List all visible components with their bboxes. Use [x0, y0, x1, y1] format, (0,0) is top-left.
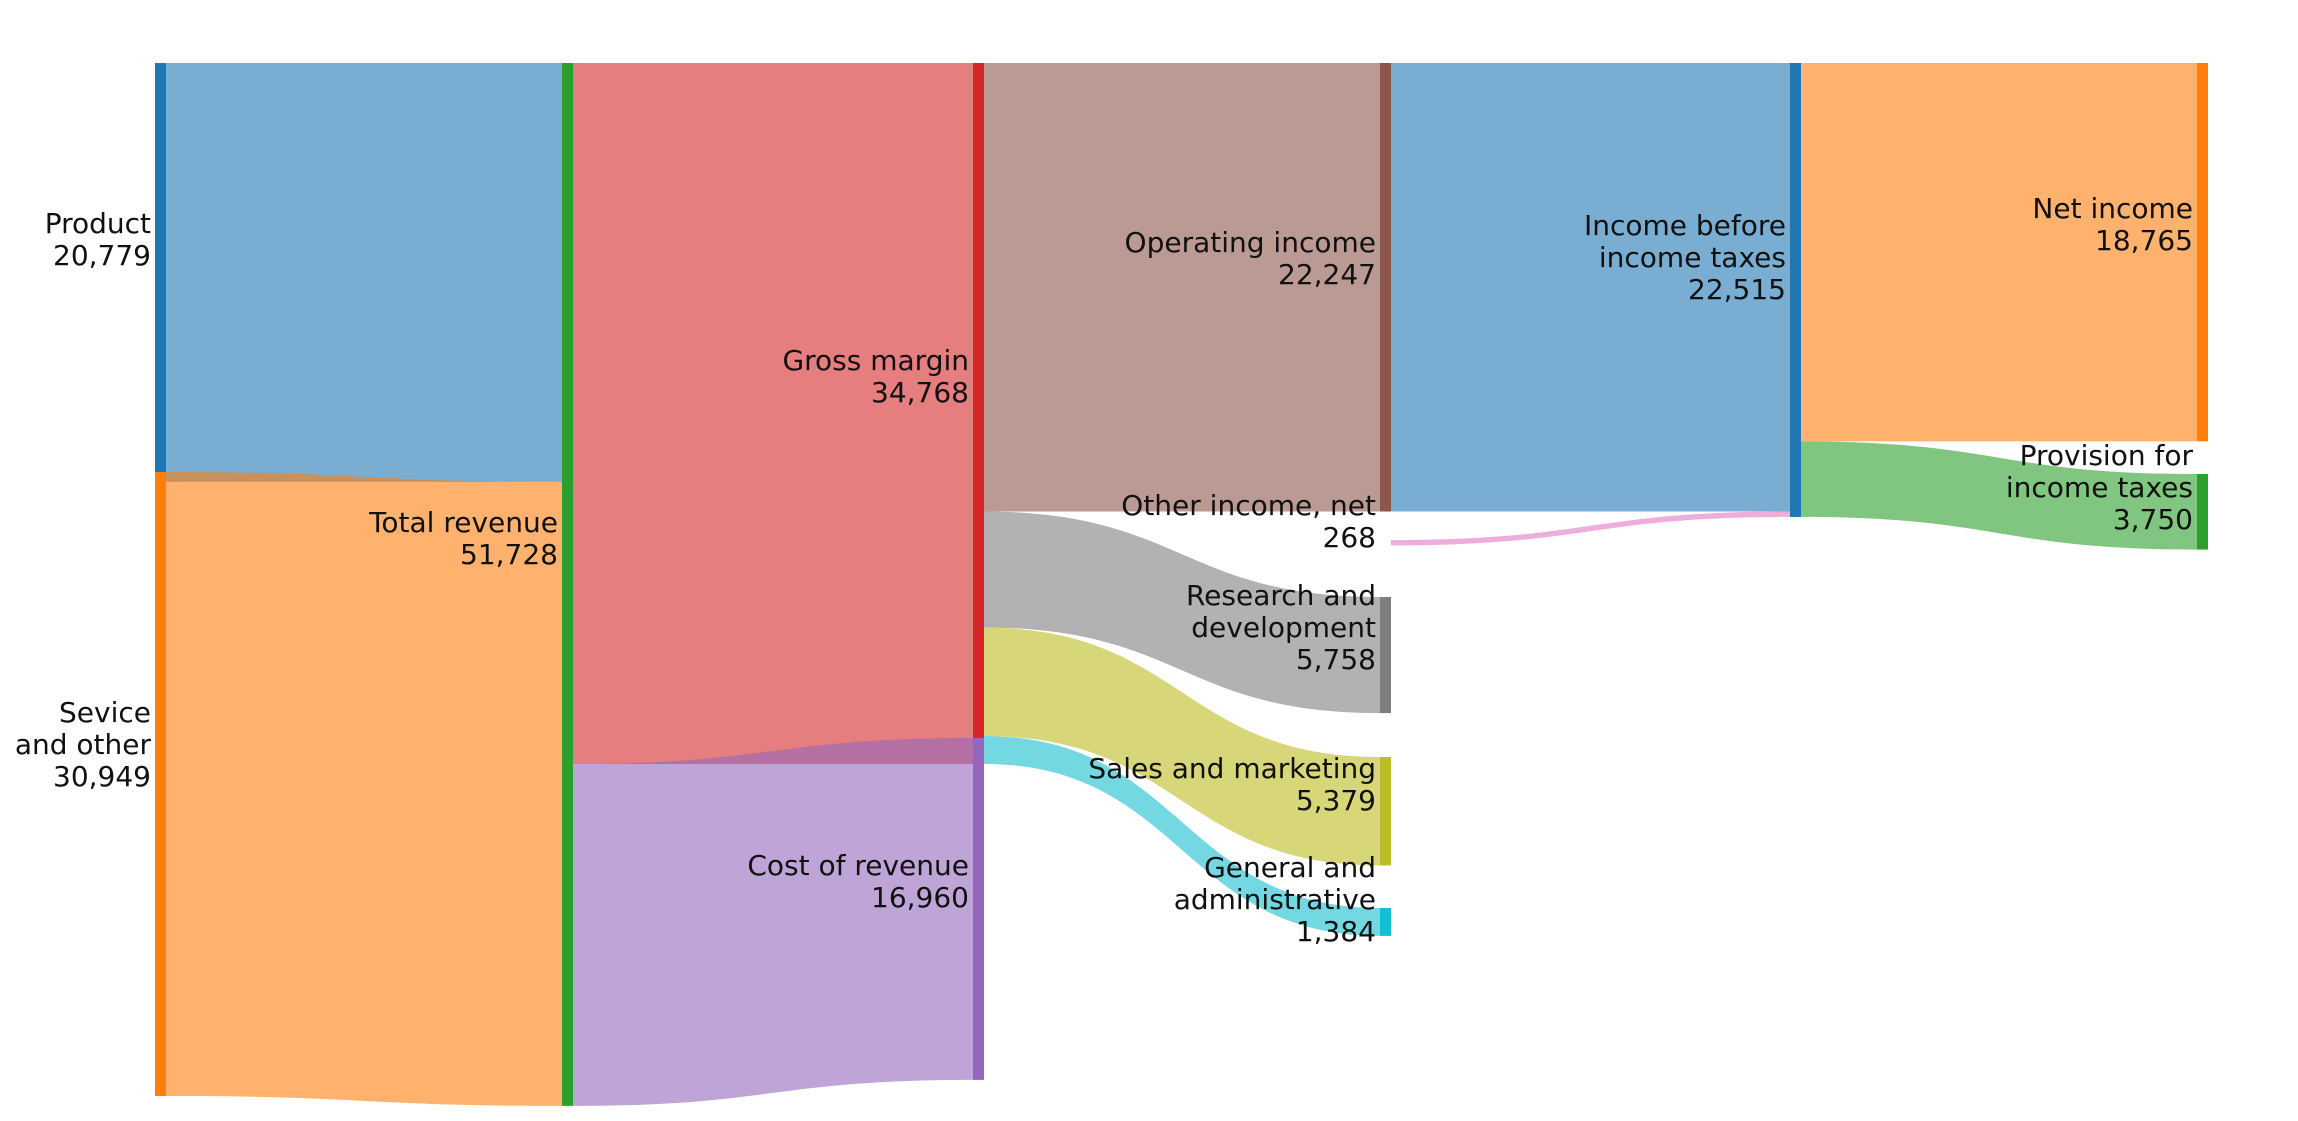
node-label-income_before_taxes: Income before income taxes 22,515: [1584, 209, 1786, 306]
node-label-net_income: Net income 18,765: [2032, 192, 2193, 257]
node-label-research_development: Research and development 5,758: [1186, 579, 1376, 676]
node-label-line: 20,779: [53, 239, 151, 272]
node-label-line: Research and: [1186, 579, 1376, 612]
node-label-line: Cost of revenue: [747, 849, 969, 882]
node-bar-product: [155, 63, 166, 482]
node-label-line: 30,949: [53, 760, 151, 793]
node-label-line: 34,768: [871, 376, 969, 409]
node-label-line: Provision for: [2020, 439, 2194, 472]
node-label-line: 16,960: [871, 881, 969, 914]
flow-gross_margin-to-operating_income: [984, 63, 1380, 512]
flow-gross_margin-to-sales_marketing: [984, 627, 1380, 866]
node-label-operating_income: Operating income 22,247: [1125, 226, 1376, 291]
flow-total_revenue-to-gross_margin: [573, 63, 973, 764]
node-bar-general_admin: [1380, 908, 1391, 936]
flow-total_revenue-to-cost_of_revenue: [573, 738, 973, 1106]
node-label-line: 268: [1323, 521, 1376, 554]
node-bar-net_income: [2197, 63, 2208, 442]
node-label-line: income taxes: [1599, 241, 1786, 274]
node-label-line: General and: [1204, 851, 1376, 884]
node-bar-research_development: [1380, 597, 1391, 714]
labels-layer: Product 20,779 Sevice and other 30,949 Total …: [15, 192, 2194, 948]
node-label-line: development: [1191, 611, 1376, 644]
node-label-line: Total revenue: [368, 506, 558, 539]
node-label-line: 3,750: [2113, 503, 2193, 536]
node-label-line: income taxes: [2006, 471, 2193, 504]
node-label-line: Operating income: [1125, 226, 1376, 259]
node-bar-cost_of_revenue: [973, 738, 984, 1080]
node-label-provision_taxes: Provision for income taxes 3,750: [2006, 439, 2194, 536]
node-bar-total_revenue: [562, 63, 573, 1106]
node-bar-operating_income: [1380, 63, 1391, 512]
flow-service-to-total_revenue: [166, 472, 562, 1106]
flow-income_before_taxes-to-provision_taxes: [1801, 441, 2197, 550]
flows-layer: [166, 63, 2197, 1106]
node-label-cost_of_revenue: Cost of revenue 16,960: [747, 849, 969, 914]
node-label-general_admin: General and administrative 1,384: [1174, 851, 1376, 948]
node-label-gross_margin: Gross margin 34,768: [782, 344, 969, 409]
node-label-line: Product: [45, 207, 151, 240]
flow-gross_margin-to-general_admin: [984, 736, 1380, 936]
node-label-line: 18,765: [2095, 224, 2193, 257]
node-label-sales_marketing: Sales and marketing 5,379: [1088, 752, 1376, 817]
node-label-other_income: Other income, net 268: [1121, 489, 1376, 554]
node-label-line: 22,515: [1688, 273, 1786, 306]
node-label-line: 51,728: [460, 538, 558, 571]
node-label-line: and other: [15, 728, 152, 761]
node-bar-income_before_taxes: [1790, 63, 1801, 517]
node-label-line: Sevice: [59, 696, 151, 729]
node-label-service: Sevice and other 30,949: [15, 696, 152, 793]
node-bar-gross_margin: [973, 63, 984, 764]
node-label-line: Sales and marketing: [1088, 752, 1376, 785]
flow-income_before_taxes-to-net_income: [1801, 63, 2197, 442]
node-label-line: Gross margin: [782, 344, 969, 377]
node-label-total_revenue: Total revenue 51,728: [368, 506, 558, 571]
node-label-line: Other income, net: [1121, 489, 1376, 522]
node-bar-service: [155, 472, 166, 1096]
node-label-line: 22,247: [1278, 258, 1376, 291]
node-bar-sales_marketing: [1380, 757, 1391, 866]
node-bar-provision_taxes: [2197, 474, 2208, 550]
node-label-line: administrative: [1174, 883, 1376, 916]
nodes-layer: [155, 63, 2208, 1106]
node-label-line: 5,758: [1296, 643, 1376, 676]
node-label-line: 1,384: [1296, 915, 1376, 948]
node-label-line: 5,379: [1296, 784, 1376, 817]
flow-product-to-total_revenue: [166, 63, 562, 482]
node-label-line: Net income: [2032, 192, 2193, 225]
node-label-product: Product 20,779: [45, 207, 151, 272]
flow-gross_margin-to-research_development: [984, 511, 1380, 714]
flow-other_income-to-income_before_taxes: [1391, 511, 1790, 546]
node-label-line: Income before: [1584, 209, 1786, 242]
flow-operating_income-to-income_before_taxes: [1391, 63, 1790, 512]
